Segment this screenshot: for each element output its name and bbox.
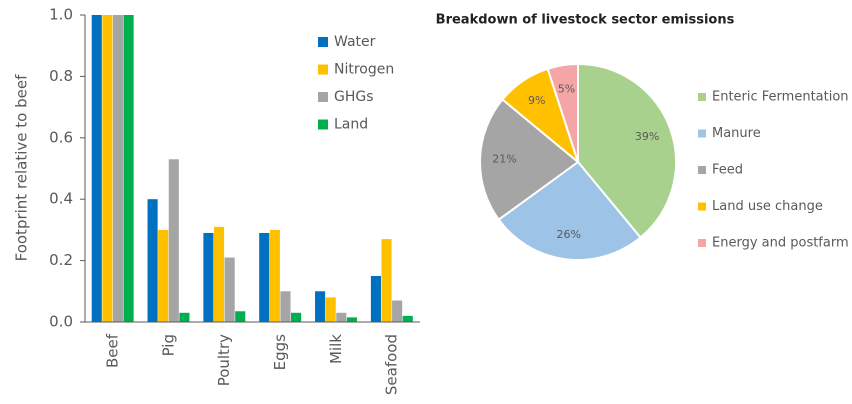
bar [381,239,392,322]
bar [179,312,190,322]
legend-swatch [698,202,706,211]
x-tick-label: Milk [327,334,345,364]
legend-swatch [698,166,706,174]
legend-label: Land use change [712,199,823,214]
legend-label: Enteric Fermentation [712,90,849,105]
legend-label: Feed [712,163,743,178]
bar [370,275,381,322]
bar [269,229,280,322]
bar [336,312,347,322]
slice-label: 26% [557,228,581,241]
pie-slice [577,62,677,239]
x-tick-label: Pig [159,334,177,356]
bar [325,297,336,322]
legend-swatch [318,92,328,102]
bar [392,300,403,322]
bar [291,312,302,322]
bar [259,232,270,322]
slice-label: 5% [558,82,575,95]
bar [158,229,169,322]
bar [112,15,124,322]
bar [123,15,134,322]
bar [168,159,179,322]
bar [102,15,113,322]
x-tick-label: Eggs [271,334,289,371]
bar [402,315,413,322]
x-tick-label: Seafood [383,334,401,395]
legend-label: Land [334,117,368,133]
y-tick-label: 0.8 [49,67,73,85]
legend-swatch [698,129,706,138]
bar [346,317,357,322]
y-tick-label: 0.6 [49,128,73,146]
y-tick-label: 0.2 [49,251,73,269]
slice-label: 9% [528,94,545,107]
pie-title: Breakdown of livestock sector emissions [436,13,735,28]
bar [91,15,102,322]
slice-label: 21% [492,153,516,166]
x-tick-label: Beef [103,333,121,368]
bar [280,291,291,322]
y-tick-label: 1.0 [49,6,73,24]
legend-label: Nitrogen [334,62,394,78]
legend-swatch [698,93,706,101]
legend-swatch [318,37,328,47]
pie-slice [497,160,642,261]
pie-slice [479,98,580,222]
legend-swatch [318,64,328,75]
slice-label: 39% [635,130,659,143]
bar [235,311,246,322]
bar [315,291,326,322]
y-tick-label: 0.0 [49,313,73,331]
legend-label: Energy and postfarm [712,236,849,251]
legend-label: GHGs [334,89,374,105]
legend-swatch [698,239,706,247]
pie-slice [546,62,579,163]
bar [147,199,158,322]
bar [203,232,214,322]
y-axis-label: Footprint relative to beef [13,74,31,261]
legend-label: Water [334,34,376,50]
x-tick-label: Poultry [215,334,233,386]
bar [213,226,225,322]
y-tick-label: 0.4 [49,190,73,208]
bar [224,257,235,322]
legend-label: Manure [712,126,761,141]
legend-swatch [318,119,328,130]
